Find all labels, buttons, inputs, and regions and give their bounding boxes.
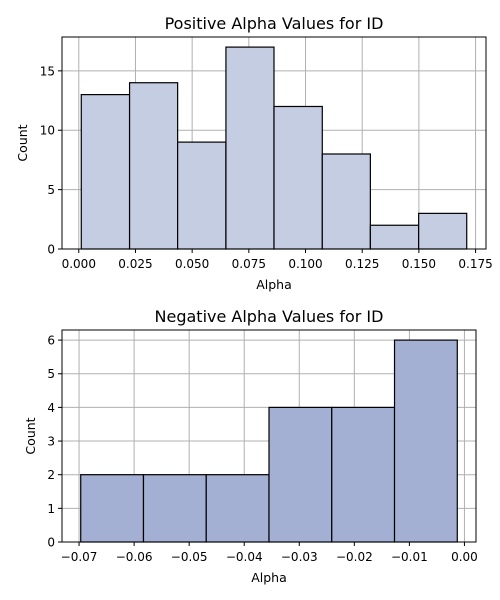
histogram-bar (80, 94, 131, 250)
chart-positive-alpha: 0.000 0.025 0.050 0.075 0.100 0.125 0.150 0.175… (15, 14, 493, 292)
x-tick-label: 0.100 (288, 257, 322, 271)
histogram-bar (205, 474, 270, 543)
histogram-bar (331, 406, 396, 543)
y-tick-label: 4 (47, 401, 55, 415)
histogram-bar (393, 339, 458, 543)
y-tick-label: 10 (40, 124, 55, 138)
y-tick-label: 2 (47, 468, 55, 482)
y-tick-label: 1 (47, 502, 55, 516)
x-tick-label: 0.150 (402, 257, 436, 271)
histogram-bar (177, 141, 227, 250)
x-tick-label: 0.000 (62, 257, 96, 271)
y-tick-label: 15 (40, 64, 55, 78)
chart-negative-alpha: −0.07 −0.06 −0.05 −0.04 −0.03 −0.02 −0.01 0.00 0… (23, 307, 478, 585)
x-tick-label: 0.125 (345, 257, 379, 271)
x-tick-label: −0.04 (226, 550, 263, 564)
histogram-bar (268, 406, 333, 543)
x-tick-label: 0.00 (451, 550, 478, 564)
histogram-bar (225, 46, 275, 250)
histogram-bar (80, 474, 145, 543)
y-tick-label: 5 (47, 183, 55, 197)
histogram-bar (369, 224, 420, 250)
y-tick-label: 0 (47, 536, 55, 550)
histogram-bar (418, 212, 468, 250)
y-tick-label: 6 (47, 334, 55, 348)
x-tick-label: −0.05 (171, 550, 208, 564)
chart-title: Positive Alpha Values for ID (165, 14, 384, 33)
histogram-bar (321, 153, 371, 250)
y-axis-label: Count (15, 124, 30, 161)
y-tick-label: 3 (47, 435, 55, 449)
x-tick-label: −0.02 (336, 550, 373, 564)
axes-frame (61, 329, 477, 543)
x-tick-label: 0.175 (458, 257, 492, 271)
x-tick-label: −0.03 (281, 550, 318, 564)
y-axis-label: Count (23, 417, 38, 454)
x-tick-label: −0.06 (116, 550, 153, 564)
x-tick-label: −0.01 (391, 550, 428, 564)
chart-title: Negative Alpha Values for ID (155, 307, 384, 326)
y-tick-label: 5 (47, 367, 55, 381)
histogram-bar (128, 82, 179, 250)
y-tick-label: 0 (47, 243, 55, 257)
x-axis-label: Alpha (256, 277, 292, 292)
histogram-bar (142, 474, 207, 543)
histogram-bar (273, 105, 323, 250)
x-tick-label: −0.07 (61, 550, 98, 564)
axes-frame (61, 36, 487, 250)
x-tick-label: 0.050 (175, 257, 209, 271)
x-axis-label: Alpha (251, 570, 287, 585)
x-tick-label: 0.075 (232, 257, 266, 271)
x-tick-label: 0.025 (118, 257, 152, 271)
